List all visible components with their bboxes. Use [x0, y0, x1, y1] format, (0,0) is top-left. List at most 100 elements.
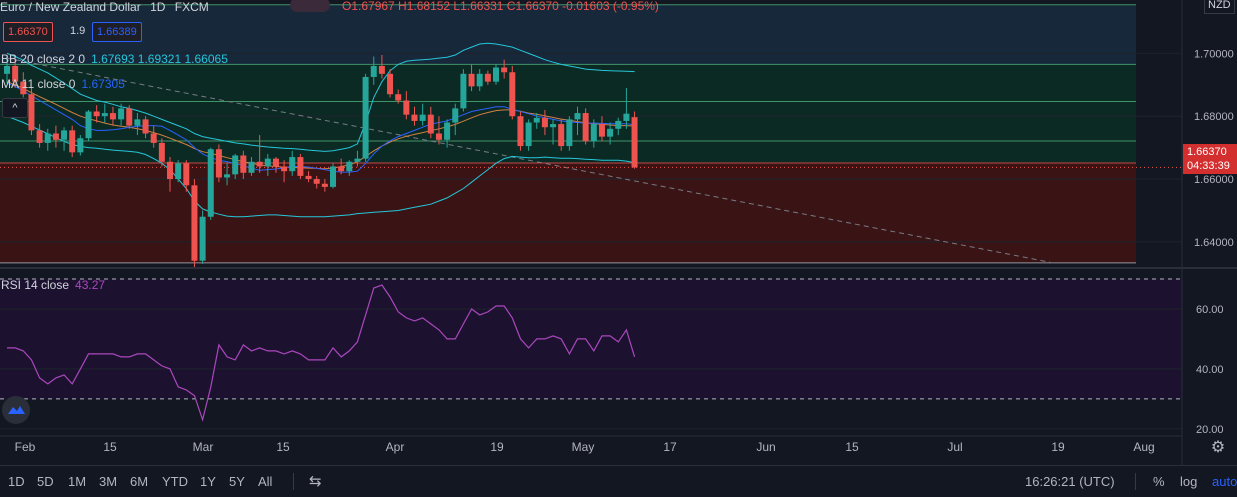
- candle-body: [101, 113, 108, 117]
- rsi-legend[interactable]: RSI 14 close 43.27: [1, 278, 105, 292]
- candle-body: [338, 166, 345, 172]
- candle-body: [598, 124, 605, 137]
- candle-body: [142, 119, 149, 134]
- candle-body: [44, 133, 51, 143]
- ask-price-button[interactable]: 1.66389: [92, 22, 142, 42]
- toolbar-divider: [293, 473, 294, 490]
- currency-label[interactable]: NZD: [1204, 0, 1235, 14]
- chart-header: Euro / New Zealand Dollar 1D FXCM O1.679…: [0, 0, 659, 14]
- candle-body: [77, 138, 84, 153]
- time-tick-label: Mar: [193, 440, 214, 454]
- bid-price-button[interactable]: 1.66370: [3, 22, 53, 42]
- rsi-label: RSI 14 close: [1, 278, 70, 292]
- candle-body: [134, 119, 141, 126]
- range-6m[interactable]: 6M: [130, 474, 149, 489]
- candle-body: [631, 117, 638, 168]
- candle-body: [533, 117, 540, 123]
- candle-body: [484, 73, 491, 82]
- candle-body: [550, 124, 557, 128]
- candle-body: [61, 130, 68, 140]
- time-tick-label: 19: [490, 440, 504, 454]
- candle-body: [444, 122, 451, 140]
- range-all[interactable]: All: [258, 474, 273, 489]
- candle-body: [248, 161, 255, 173]
- time-tick-label: 17: [663, 440, 677, 454]
- bb-upper-line: [6, 42, 635, 152]
- bb-lower-line: [6, 115, 635, 218]
- candle-body: [256, 161, 263, 167]
- candle-body: [460, 73, 467, 109]
- candle-body: [167, 161, 173, 180]
- price-tick-label: 1.70000: [1194, 48, 1234, 60]
- auto-scale-toggle[interactable]: auto: [1212, 474, 1237, 489]
- time-tick-label: May: [572, 440, 595, 454]
- market-status-icon: [290, 0, 330, 12]
- time-tick-label: Apr: [386, 440, 405, 454]
- candle-body: [272, 158, 279, 167]
- candle-body: [150, 133, 157, 143]
- percent-scale-toggle[interactable]: %: [1153, 474, 1165, 489]
- range-1m[interactable]: 1M: [68, 474, 87, 489]
- candle-body: [370, 65, 377, 77]
- candle-body: [207, 149, 214, 217]
- candle-body: [452, 108, 459, 123]
- candle-body: [52, 133, 59, 140]
- candle-body: [566, 119, 573, 147]
- range-1d[interactable]: 1D: [8, 474, 25, 489]
- time-tick-label: 19: [1051, 440, 1065, 454]
- price-tick-label: 1.66000: [1194, 174, 1234, 186]
- ma-label: MA 11 close 0: [1, 77, 76, 91]
- candle-body: [419, 114, 426, 121]
- ma-value: 1.67305: [81, 77, 125, 91]
- candle-body: [28, 94, 35, 131]
- range-ytd[interactable]: YTD: [162, 474, 188, 489]
- clock-time[interactable]: 16:26:21 (UTC): [1025, 474, 1115, 489]
- zone-green: [0, 64, 1136, 164]
- range-1y[interactable]: 1Y: [200, 474, 216, 489]
- interval-label[interactable]: 1D: [150, 0, 166, 14]
- candle-body: [387, 73, 394, 95]
- candle-body: [582, 113, 589, 142]
- candle-body: [403, 100, 410, 115]
- chart-canvas[interactable]: 1.64000 1.66000 1.68000 1.70000 20.00 40.00 60…: [0, 0, 1237, 465]
- candle-body: [493, 67, 499, 82]
- candle-body: [346, 161, 353, 172]
- candle-body: [468, 73, 475, 87]
- range-5y[interactable]: 5Y: [229, 474, 245, 489]
- log-scale-toggle[interactable]: log: [1180, 474, 1198, 489]
- candle-body: [126, 108, 133, 126]
- toolbar-divider: [1135, 473, 1136, 490]
- chart-settings-gear-icon[interactable]: ⚙: [1210, 439, 1226, 456]
- candle-body: [411, 114, 418, 121]
- candle-body: [240, 155, 247, 173]
- bb-legend[interactable]: BB 20 close 2 0 1.67693 1.69321 1.66065: [1, 52, 228, 66]
- candle-body: [330, 166, 336, 187]
- candle-body: [615, 120, 622, 129]
- bottom-toolbar: 1D 5D 1M 3M 6M YTD 1Y 5Y All ⇆ 16:26:21 …: [0, 465, 1237, 497]
- range-3m[interactable]: 3M: [99, 474, 118, 489]
- candle-body: [362, 76, 369, 159]
- collapse-legend-button[interactable]: ^: [2, 98, 28, 118]
- candle-body: [476, 73, 483, 87]
- go-to-date-icon[interactable]: ⇆: [309, 473, 322, 490]
- ma-legend[interactable]: MA 11 close 0 1.67305: [1, 77, 125, 91]
- ma-line: [6, 82, 635, 173]
- candle-body: [289, 157, 296, 172]
- rsi-tick-label: 40.00: [1196, 364, 1224, 376]
- rsi-line: [7, 284, 636, 422]
- tradingview-logo-icon[interactable]: [2, 396, 30, 424]
- spread-value: 1.9: [70, 25, 86, 37]
- candle-body: [435, 133, 442, 140]
- candle-body: [93, 111, 100, 117]
- time-tick-label: 15: [276, 440, 290, 454]
- candle-body: [509, 72, 516, 117]
- range-5d[interactable]: 5D: [37, 474, 54, 489]
- zone-red: [0, 163, 1136, 263]
- candle-body: [297, 157, 304, 176]
- candle-body: [158, 142, 165, 162]
- symbol-title[interactable]: Euro / New Zealand Dollar: [0, 0, 141, 14]
- time-tick-label: Jun: [756, 440, 775, 454]
- candle-body: [623, 113, 630, 121]
- candle-body: [12, 65, 19, 82]
- time-tick-label: Aug: [1133, 440, 1154, 454]
